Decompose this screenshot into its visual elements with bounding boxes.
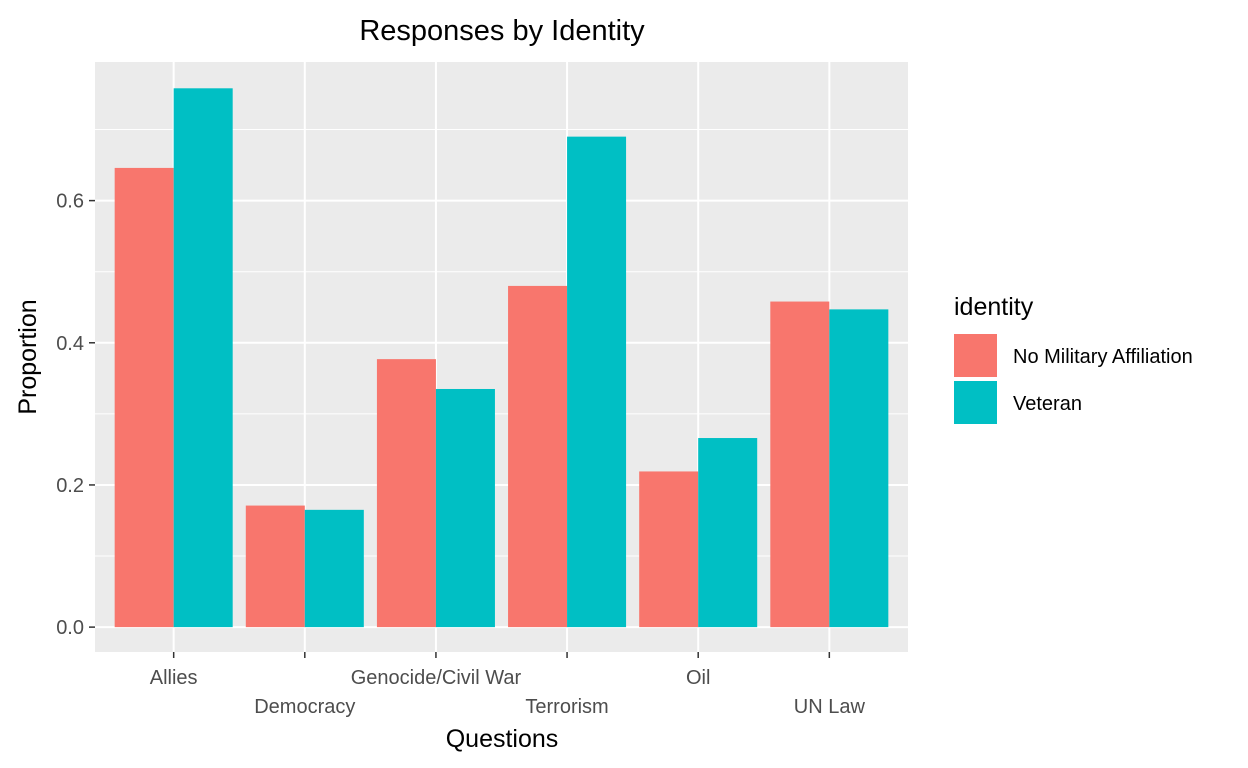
legend-label: Veteran (1013, 393, 1082, 415)
x-tick-label: Oil (686, 667, 710, 689)
x-tick-label: Allies (150, 667, 198, 689)
bar (245, 505, 305, 628)
y-tick-label: 0.0 (56, 617, 84, 639)
legend: identity No Military Affiliation Veteran (954, 293, 1193, 424)
bar (304, 509, 364, 628)
y-axis: 0.0 0.2 0.4 0.6 (56, 191, 95, 639)
x-axis-title: Questions (446, 725, 559, 753)
x-axis: Allies Democracy Genocide/Civil WarTerrori… (150, 652, 866, 718)
bars (114, 88, 889, 628)
x-tick-label: Genocide/Civil War (351, 667, 522, 689)
legend-title: identity (954, 293, 1034, 321)
chart-title: Responses by Identity (359, 15, 645, 47)
y-tick-label: 0.2 (56, 475, 84, 497)
x-tick-label: UN Law (794, 696, 866, 718)
bar (829, 309, 889, 628)
bar (435, 388, 495, 628)
bar (567, 136, 627, 628)
y-tick-label: 0.6 (56, 191, 84, 213)
bar (639, 471, 699, 628)
legend-swatch (954, 334, 997, 377)
y-axis-title: Proportion (14, 299, 42, 414)
bar (376, 359, 436, 628)
bar (770, 301, 830, 628)
bar (508, 285, 568, 628)
x-tick-label: Democracy (254, 696, 355, 718)
y-tick-label: 0.4 (56, 333, 84, 355)
legend-label: No Military Affiliation (1013, 346, 1193, 368)
bar (173, 88, 233, 628)
x-tick-label: Terrorism (525, 696, 608, 718)
bar (114, 167, 174, 628)
bar (698, 438, 758, 628)
legend-swatch (954, 381, 997, 424)
